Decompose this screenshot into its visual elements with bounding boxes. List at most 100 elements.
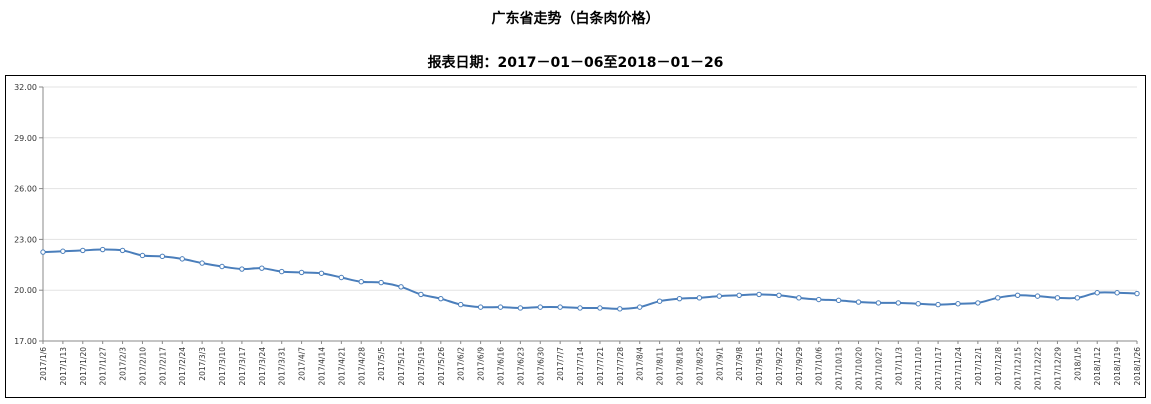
y-tick-label: 17.00: [14, 337, 37, 346]
x-tick-label: 2017/9/15: [755, 347, 764, 386]
data-point: [736, 292, 742, 298]
x-tick-label: 2017/11/10: [914, 347, 923, 390]
x-tick-label: 2017/10/13: [835, 347, 844, 390]
x-tick-label: 2017/11/17: [934, 347, 943, 390]
x-tick-label: 2017/9/1: [715, 347, 724, 381]
x-tick-label: 2017/1/6: [39, 347, 48, 381]
data-point: [219, 263, 225, 270]
data-point: [1014, 292, 1021, 298]
data-point: [517, 305, 524, 311]
x-tick-label: 2017/3/24: [258, 347, 267, 386]
x-tick-label: 2017/8/4: [636, 347, 645, 381]
data-point: [955, 301, 961, 307]
y-tick-labels: 17.00 20.00 23.00 26.00 29.00 32.00: [14, 83, 37, 346]
data-point: [338, 274, 345, 281]
x-tick-label: 2017/6/23: [516, 347, 525, 386]
x-tick-label: 2018/1/26: [1133, 347, 1142, 386]
data-point: [696, 295, 703, 301]
x-tick-label: 2017/10/27: [874, 347, 883, 390]
y-tick-label: 23.00: [14, 235, 37, 244]
data-points: [40, 246, 1140, 312]
y-tick-label: 29.00: [14, 134, 37, 143]
x-tick-label: 2017/2/24: [178, 347, 187, 386]
x-tick-label: 2017/3/17: [238, 347, 247, 386]
data-point: [756, 291, 762, 298]
data-point: [278, 268, 285, 275]
data-point: [378, 279, 384, 286]
x-tick-label: 2017/12/1: [974, 347, 983, 386]
data-point: [298, 269, 305, 276]
x-tick-label: 2017/4/21: [337, 347, 346, 386]
x-tick-label: 2017/12/8: [994, 347, 1003, 386]
x-tick-label: 2017/6/30: [536, 347, 545, 386]
data-point: [159, 253, 166, 260]
x-tick-label: 2018/1/19: [1113, 347, 1122, 386]
data-point: [179, 256, 185, 262]
x-tick-label: 2017/1/13: [59, 347, 68, 386]
x-tick-label: 2017/5/12: [397, 347, 406, 386]
series-line: [42, 248, 1138, 310]
data-point: [935, 301, 941, 308]
y-tick-label: 32.00: [14, 83, 37, 92]
y-tick-label: 20.00: [14, 286, 37, 295]
data-point: [119, 247, 126, 254]
data-point: [80, 247, 86, 254]
data-point: [597, 305, 603, 311]
x-tick-label: 2017/8/11: [656, 347, 665, 386]
x-tick-label: 2017/10/20: [855, 347, 864, 390]
data-point: [557, 304, 563, 310]
data-point: [1134, 290, 1140, 297]
axes: [39, 86, 1138, 344]
data-point: [398, 284, 404, 290]
data-point: [497, 304, 504, 310]
data-point: [40, 249, 46, 255]
x-tick-label: 2017/2/10: [138, 347, 147, 386]
x-tick-label: 2017/3/31: [278, 347, 287, 386]
x-tick-label: 2017/11/3: [894, 347, 903, 386]
x-tick-label: 2017/6/2: [457, 347, 466, 381]
x-tick-label: 2017/7/14: [576, 347, 585, 386]
data-point: [995, 295, 1001, 301]
data-point: [875, 300, 882, 306]
x-tick-label: 2017/5/19: [417, 347, 426, 386]
x-tick-label: 2017/9/8: [735, 347, 744, 381]
x-tick-label: 2017/4/28: [357, 347, 366, 386]
data-point: [676, 295, 683, 302]
data-point: [318, 270, 325, 276]
line-chart: 17.00 20.00 23.00 26.00 29.00 32.00 2017/1/6 2…: [14, 83, 1142, 390]
x-tick-label: 2017/6/9: [477, 347, 486, 381]
x-tick-label: 2017/12/29: [1053, 347, 1062, 390]
data-point: [139, 252, 146, 259]
data-point: [239, 266, 245, 272]
x-tick-label: 2017/6/16: [496, 347, 505, 386]
x-tick-labels: 2017/1/6 2017/1/13 2017/1/20 2017/1/27 2017/…: [39, 347, 1142, 390]
data-point: [1094, 290, 1100, 296]
x-tick-label: 2017/2/17: [158, 347, 167, 386]
data-point: [796, 295, 802, 301]
data-point: [259, 265, 265, 271]
data-point: [577, 305, 583, 311]
data-point: [537, 304, 543, 310]
x-tick-label: 2018/1/12: [1093, 347, 1102, 386]
x-tick-label: 2017/2/3: [119, 347, 128, 381]
data-point: [458, 301, 464, 308]
data-point: [199, 260, 205, 266]
x-tick-label: 2017/1/20: [79, 347, 88, 386]
x-tick-label: 2017/3/3: [198, 347, 207, 381]
chart-area: 17.00 20.00 23.00 26.00 29.00 32.00 2017/1/6 2…: [5, 75, 1146, 398]
x-tick-label: 2017/5/26: [437, 347, 446, 386]
data-point: [835, 297, 842, 304]
data-point: [1034, 293, 1041, 299]
y-tick-label: 26.00: [14, 185, 37, 194]
data-point: [1114, 290, 1120, 296]
x-tick-label: 2017/12/22: [1034, 347, 1043, 390]
x-tick-label: 2017/8/18: [676, 347, 685, 386]
data-point: [656, 298, 663, 304]
data-point: [438, 295, 444, 302]
x-tick-label: 2017/3/10: [218, 347, 227, 386]
x-tick-label: 2017/11/24: [954, 347, 963, 390]
data-point: [358, 279, 364, 285]
x-tick-label: 2017/9/29: [795, 347, 804, 386]
data-point: [99, 246, 106, 253]
x-tick-label: 2017/7/21: [596, 347, 605, 386]
